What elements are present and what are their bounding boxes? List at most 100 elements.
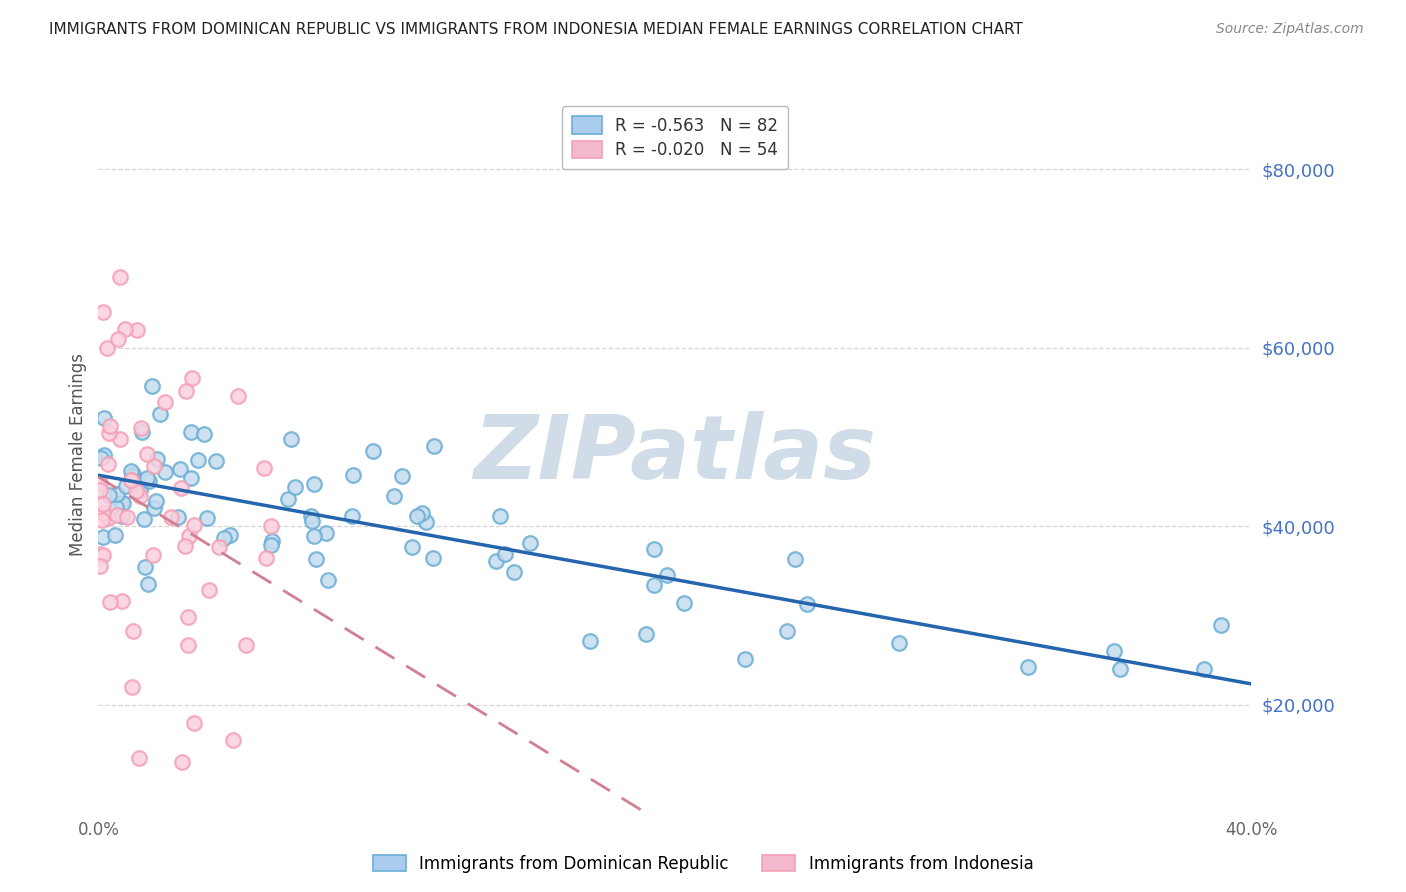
Point bbox=[131, 425, 153, 440]
Point bbox=[226, 389, 249, 403]
Point bbox=[91, 305, 114, 319]
Point bbox=[657, 567, 679, 582]
Point bbox=[93, 448, 115, 462]
Point bbox=[212, 531, 235, 545]
Point bbox=[127, 323, 149, 337]
Point bbox=[363, 443, 385, 458]
Legend: R = -0.563   N = 82, R = -0.020   N = 54: R = -0.563 N = 82, R = -0.020 N = 54 bbox=[562, 106, 787, 169]
Point bbox=[120, 473, 142, 487]
Point bbox=[503, 566, 526, 580]
Point bbox=[97, 488, 120, 502]
Point bbox=[579, 634, 602, 648]
Point bbox=[305, 552, 328, 566]
Point bbox=[110, 269, 132, 284]
Point bbox=[114, 321, 136, 335]
Point bbox=[120, 464, 142, 478]
Point bbox=[136, 471, 159, 485]
Point bbox=[1104, 644, 1126, 658]
Legend: Immigrants from Dominican Republic, Immigrants from Indonesia: Immigrants from Dominican Republic, Immi… bbox=[366, 848, 1040, 880]
Point bbox=[159, 510, 181, 524]
Point bbox=[277, 492, 299, 507]
Point bbox=[97, 510, 120, 524]
Point bbox=[105, 486, 128, 500]
Point bbox=[254, 550, 277, 565]
Point bbox=[643, 578, 665, 592]
Point bbox=[122, 467, 145, 482]
Point bbox=[301, 514, 323, 528]
Point bbox=[129, 489, 152, 503]
Point bbox=[643, 542, 665, 557]
Point bbox=[177, 638, 200, 652]
Point bbox=[89, 558, 111, 573]
Point bbox=[423, 439, 446, 453]
Point bbox=[304, 529, 326, 543]
Point bbox=[382, 489, 405, 503]
Point bbox=[519, 536, 541, 550]
Point bbox=[299, 508, 322, 523]
Point bbox=[107, 332, 129, 346]
Point bbox=[494, 547, 516, 561]
Point bbox=[406, 509, 429, 524]
Point bbox=[197, 511, 219, 525]
Point bbox=[111, 508, 134, 523]
Point bbox=[342, 467, 364, 482]
Point bbox=[260, 534, 283, 549]
Point bbox=[218, 528, 240, 542]
Point bbox=[183, 715, 205, 730]
Point bbox=[122, 624, 145, 639]
Point bbox=[187, 453, 209, 467]
Text: Source: ZipAtlas.com: Source: ZipAtlas.com bbox=[1216, 22, 1364, 37]
Text: IMMIGRANTS FROM DOMINICAN REPUBLIC VS IMMIGRANTS FROM INDONESIA MEDIAN FEMALE EA: IMMIGRANTS FROM DOMINICAN REPUBLIC VS IM… bbox=[49, 22, 1024, 37]
Point bbox=[401, 540, 423, 554]
Point bbox=[93, 506, 115, 520]
Point bbox=[145, 452, 167, 467]
Point bbox=[222, 733, 245, 747]
Point bbox=[105, 508, 128, 523]
Point bbox=[170, 755, 193, 769]
Point bbox=[129, 483, 152, 498]
Point bbox=[141, 379, 163, 393]
Point bbox=[280, 433, 302, 447]
Point bbox=[132, 512, 155, 526]
Point bbox=[176, 609, 198, 624]
Point bbox=[153, 465, 176, 479]
Point bbox=[180, 425, 202, 439]
Y-axis label: Median Female Earnings: Median Female Earnings bbox=[69, 353, 87, 557]
Point bbox=[1209, 618, 1232, 632]
Point bbox=[91, 549, 114, 563]
Point bbox=[260, 518, 283, 533]
Point bbox=[98, 425, 121, 440]
Point bbox=[153, 394, 176, 409]
Point bbox=[776, 624, 799, 638]
Point bbox=[128, 751, 150, 765]
Point bbox=[129, 421, 152, 435]
Point bbox=[89, 547, 111, 561]
Point bbox=[108, 432, 131, 446]
Point bbox=[120, 473, 142, 487]
Point bbox=[96, 341, 118, 355]
Point bbox=[197, 583, 219, 598]
Point bbox=[208, 540, 231, 554]
Point bbox=[183, 518, 205, 533]
Point bbox=[89, 475, 111, 490]
Point bbox=[636, 627, 658, 641]
Point bbox=[138, 577, 160, 591]
Point bbox=[170, 481, 193, 495]
Point bbox=[104, 500, 127, 515]
Point bbox=[253, 461, 276, 475]
Point bbox=[235, 638, 257, 652]
Point bbox=[91, 529, 114, 543]
Point bbox=[91, 497, 114, 511]
Point bbox=[1109, 662, 1132, 676]
Point bbox=[110, 593, 132, 607]
Point bbox=[672, 597, 695, 611]
Point bbox=[149, 407, 172, 421]
Point bbox=[1017, 659, 1039, 673]
Point bbox=[422, 550, 444, 565]
Point bbox=[97, 457, 120, 471]
Point bbox=[145, 494, 167, 508]
Point bbox=[138, 474, 160, 488]
Point bbox=[204, 454, 226, 468]
Point bbox=[415, 515, 437, 529]
Point bbox=[125, 483, 148, 498]
